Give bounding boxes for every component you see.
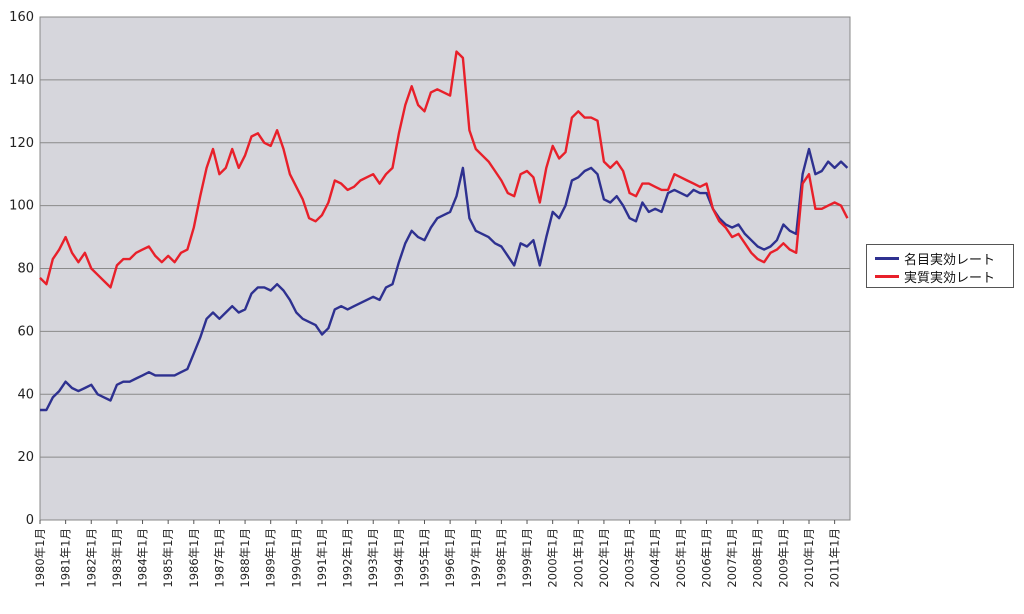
x-tick-label: 2007年1月 <box>725 528 739 588</box>
legend-item-nominal: 名目実効レート <box>875 249 996 268</box>
x-tick-label: 2009年1月 <box>776 528 790 588</box>
x-tick-label: 1983年1月 <box>110 528 124 588</box>
x-tick-label: 1991年1月 <box>315 528 329 588</box>
x-tick-label: 1995年1月 <box>417 528 431 588</box>
y-tick-label: 160 <box>9 10 34 25</box>
legend-swatch-real <box>875 274 899 278</box>
x-axis-ticks: 1980年1月 1981年1月 1982年1月 1983年1月 1984年1月 1985年… <box>33 520 842 588</box>
y-tick-label: 20 <box>17 450 34 465</box>
x-tick-label: 1986年1月 <box>187 528 201 588</box>
y-axis-ticks: 0 20 40 60 80 100 120 140 160 <box>9 10 34 528</box>
y-tick-label: 0 <box>26 513 34 528</box>
x-tick-label: 1990年1月 <box>289 528 303 588</box>
y-tick-label: 140 <box>9 73 34 88</box>
x-tick-label: 1982年1月 <box>84 528 98 588</box>
legend: 名目実効レート 実質実効レート <box>866 244 1014 288</box>
x-tick-label: 2001年1月 <box>571 528 585 588</box>
series-lines <box>39 50 849 412</box>
legend-item-real: 実質実効レート <box>875 267 996 286</box>
x-tick-label: 1980年1月 <box>33 528 47 588</box>
x-tick-label: 1981年1月 <box>59 528 73 588</box>
gridlines <box>40 79 850 458</box>
y-tick-label: 80 <box>17 262 34 277</box>
x-tick-label: 2004年1月 <box>648 528 662 588</box>
y-tick-label: 40 <box>17 387 34 402</box>
legend-swatch-nominal <box>875 256 899 260</box>
y-tick-label: 120 <box>9 136 34 151</box>
x-tick-label: 1999年1月 <box>520 528 534 588</box>
x-tick-label: 2006年1月 <box>699 528 713 588</box>
x-tick-label: 2011年1月 <box>828 528 842 588</box>
x-tick-label: 1988年1月 <box>238 528 252 588</box>
x-tick-label: 2003年1月 <box>623 528 637 588</box>
y-tick-label: 60 <box>17 324 34 339</box>
x-tick-label: 1998年1月 <box>494 528 508 588</box>
legend-label-real: 実質実効レート <box>904 270 996 286</box>
x-tick-label: 1997年1月 <box>469 528 483 588</box>
y-tick-label: 100 <box>9 199 34 214</box>
x-tick-label: 2000年1月 <box>546 528 560 588</box>
x-tick-label: 1993年1月 <box>366 528 380 588</box>
legend-label-nominal: 名目実効レート <box>904 252 996 268</box>
x-tick-label: 2005年1月 <box>674 528 688 588</box>
x-tick-label: 1992年1月 <box>341 528 355 588</box>
x-tick-label: 1996年1月 <box>443 528 457 588</box>
x-tick-label: 1989年1月 <box>264 528 278 588</box>
series-line-1 <box>39 50 849 289</box>
x-tick-label: 1985年1月 <box>161 528 175 588</box>
x-tick-label: 1994年1月 <box>392 528 406 588</box>
x-tick-label: 1987年1月 <box>212 528 226 588</box>
x-tick-label: 1984年1月 <box>136 528 150 588</box>
x-tick-label: 2010年1月 <box>802 528 816 588</box>
x-tick-label: 2002年1月 <box>597 528 611 588</box>
x-tick-label: 2008年1月 <box>751 528 765 588</box>
